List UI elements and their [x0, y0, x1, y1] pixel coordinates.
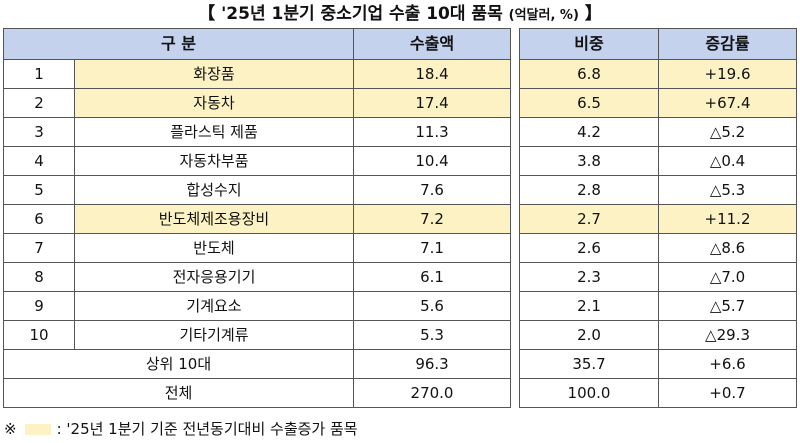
- gap-cell: [510, 320, 520, 350]
- table-row: 3 플라스틱 제품 11.3 4.2 △5.2: [3, 117, 798, 147]
- rank-cell: 1: [3, 59, 75, 89]
- exports-cell: 11.3: [353, 117, 512, 147]
- gap-cell: [510, 204, 520, 234]
- header-exports: 수출액: [353, 28, 512, 60]
- change-cell: +19.6: [658, 59, 798, 89]
- title-main: 【 '25년 1분기 중소기업 수출 10대 품목: [198, 4, 503, 24]
- exports-cell: 7.6: [353, 175, 512, 205]
- item-cell: 기계요소: [73, 291, 355, 321]
- share-cell: 4.2: [519, 117, 660, 147]
- item-cell: 전자응용기기: [73, 262, 355, 292]
- header-gap: [510, 28, 520, 60]
- share-cell: 2.7: [519, 204, 660, 234]
- change-cell: △0.4: [658, 146, 798, 176]
- exports-cell: 7.2: [353, 204, 512, 234]
- gap-cell: [510, 349, 520, 379]
- rank-cell: 2: [3, 88, 75, 118]
- gap-cell: [510, 291, 520, 321]
- share-cell: 2.8: [519, 175, 660, 205]
- header-row: 구 분 수출액 비중 증감률: [2, 28, 798, 60]
- table-row: 10 기타기계류 5.3 2.0 △29.3: [3, 320, 798, 350]
- table-row: 4 자동차부품 10.4 3.8 △0.4: [3, 146, 798, 176]
- header-change: 증감률: [658, 28, 798, 60]
- rank-cell: 3: [3, 117, 75, 147]
- share-cell: 100.0: [519, 378, 660, 408]
- title-unit: (억달러, %): [508, 8, 579, 23]
- title-close: 】: [584, 4, 602, 24]
- table-row: 2 자동차 17.4 6.5 +67.4: [3, 88, 798, 118]
- change-cell: +67.4: [658, 88, 798, 118]
- item-cell: 자동차부품: [73, 146, 355, 176]
- change-cell: △29.3: [658, 320, 798, 350]
- footnote-mark: ※: [4, 420, 17, 438]
- exports-cell: 7.1: [353, 233, 512, 263]
- rank-cell: 4: [3, 146, 75, 176]
- exports-cell: 18.4: [353, 59, 512, 89]
- share-cell: 2.1: [519, 291, 660, 321]
- gap-cell: [510, 146, 520, 176]
- header-category: 구 분: [2, 28, 355, 60]
- share-cell: 35.7: [519, 349, 660, 379]
- share-cell: 2.6: [519, 233, 660, 263]
- change-cell: △5.7: [658, 291, 798, 321]
- share-cell: 2.3: [519, 262, 660, 292]
- change-cell: △5.3: [658, 175, 798, 205]
- footnote-text: : '25년 1분기 기준 전년동기대비 수출증가 품목: [56, 420, 358, 438]
- item-cell: 기타기계류: [73, 320, 355, 350]
- table-row: 1 화장품 18.4 6.8 +19.6: [3, 59, 798, 89]
- summary-label-cell: 상위 10대: [2, 349, 355, 379]
- gap-cell: [510, 117, 520, 147]
- table-body: 1 화장품 18.4 6.8 +19.6 2 자동차 17.4 6.5 +67.4 3 플라스틱 제품…: [2, 59, 798, 408]
- change-cell: △8.6: [658, 233, 798, 263]
- highlight-legend-swatch: [24, 424, 51, 435]
- rank-cell: 10: [3, 320, 75, 350]
- exports-cell: 5.3: [353, 320, 512, 350]
- gap-cell: [510, 88, 520, 118]
- exports-cell: 17.4: [353, 88, 512, 118]
- share-cell: 2.0: [519, 320, 660, 350]
- gap-cell: [510, 175, 520, 205]
- change-cell: +11.2: [658, 204, 798, 234]
- gap-cell: [510, 378, 520, 408]
- item-cell: 반도체제조용장비: [73, 204, 355, 234]
- rank-cell: 6: [3, 204, 75, 234]
- gap-cell: [510, 262, 520, 292]
- table-title: 【 '25년 1분기 중소기업 수출 10대 품목 (억달러, %) 】: [0, 2, 800, 28]
- table-row: 9 기계요소 5.6 2.1 △5.7: [3, 291, 798, 321]
- gap-cell: [510, 59, 520, 89]
- table-row: 7 반도체 7.1 2.6 △8.6: [3, 233, 798, 263]
- exports-cell: 5.6: [353, 291, 512, 321]
- change-cell: +0.7: [658, 378, 798, 408]
- rank-cell: 8: [3, 262, 75, 292]
- gap-cell: [510, 233, 520, 263]
- exports-cell: 270.0: [353, 378, 512, 408]
- change-cell: △7.0: [658, 262, 798, 292]
- change-cell: +6.6: [658, 349, 798, 379]
- item-cell: 화장품: [73, 59, 355, 89]
- summary-row: 상위 10대 96.3 35.7 +6.6: [2, 349, 798, 379]
- item-cell: 플라스틱 제품: [73, 117, 355, 147]
- rank-cell: 5: [3, 175, 75, 205]
- item-cell: 자동차: [73, 88, 355, 118]
- rank-cell: 7: [3, 233, 75, 263]
- item-cell: 합성수지: [73, 175, 355, 205]
- item-cell: 반도체: [73, 233, 355, 263]
- exports-cell: 10.4: [353, 146, 512, 176]
- share-cell: 3.8: [519, 146, 660, 176]
- export-items-table: 구 분 수출액 비중 증감률 1 화장품 18.4 6.8 +19.6 2 자동차 17.4 6…: [2, 28, 798, 408]
- exports-cell: 96.3: [353, 349, 512, 379]
- rank-cell: 9: [3, 291, 75, 321]
- table-row: 5 합성수지 7.6 2.8 △5.3: [3, 175, 798, 205]
- exports-cell: 6.1: [353, 262, 512, 292]
- share-cell: 6.8: [519, 59, 660, 89]
- summary-row: 전체 270.0 100.0 +0.7: [2, 378, 798, 408]
- summary-label-cell: 전체: [2, 378, 355, 408]
- change-cell: △5.2: [658, 117, 798, 147]
- footnote: ※ : '25년 1분기 기준 전년동기대비 수출증가 품목: [4, 418, 358, 440]
- share-cell: 6.5: [519, 88, 660, 118]
- table-row: 6 반도체제조용장비 7.2 2.7 +11.2: [3, 204, 798, 234]
- header-share: 비중: [519, 28, 660, 60]
- table-row: 8 전자응용기기 6.1 2.3 △7.0: [3, 262, 798, 292]
